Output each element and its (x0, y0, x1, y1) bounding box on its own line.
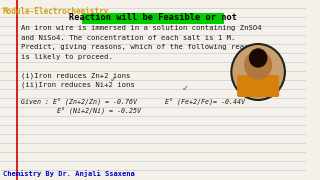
Text: (ii)Iron reduces Ni+2 ions: (ii)Iron reduces Ni+2 ions (21, 82, 135, 88)
Circle shape (245, 51, 272, 79)
Text: (i)Iron reduces Zn+2 ions: (i)Iron reduces Zn+2 ions (21, 72, 131, 79)
Circle shape (250, 49, 267, 67)
Text: ✓: ✓ (182, 84, 189, 93)
Text: Predict, giving reasons, which of the following reaction: Predict, giving reasons, which of the fo… (21, 44, 266, 50)
Text: An iron wire is immersed in a solution containing ZnSO4: An iron wire is immersed in a solution c… (21, 25, 262, 31)
Text: Given : E° (Zn+2/Zn) = -0.76V       E° (Fe+2/Fe)= -0.44V: Given : E° (Zn+2/Zn) = -0.76V E° (Fe+2/F… (21, 98, 245, 106)
Text: Module-Electrochemistry: Module-Electrochemistry (3, 7, 109, 16)
Text: Reaction will be Feasible or not: Reaction will be Feasible or not (69, 13, 237, 22)
FancyBboxPatch shape (82, 12, 224, 24)
Text: and NiSo4. The concentration of each salt is 1 M.: and NiSo4. The concentration of each sal… (21, 35, 236, 40)
Text: ✓: ✓ (110, 75, 117, 84)
Text: Chemistry By Dr. Anjali Ssaxena: Chemistry By Dr. Anjali Ssaxena (3, 170, 135, 177)
Circle shape (232, 44, 284, 100)
FancyBboxPatch shape (237, 75, 279, 97)
Text: E° (Ni+2/Ni) = -0.25V: E° (Ni+2/Ni) = -0.25V (21, 108, 141, 115)
Text: is likely to proceed.: is likely to proceed. (21, 53, 113, 60)
